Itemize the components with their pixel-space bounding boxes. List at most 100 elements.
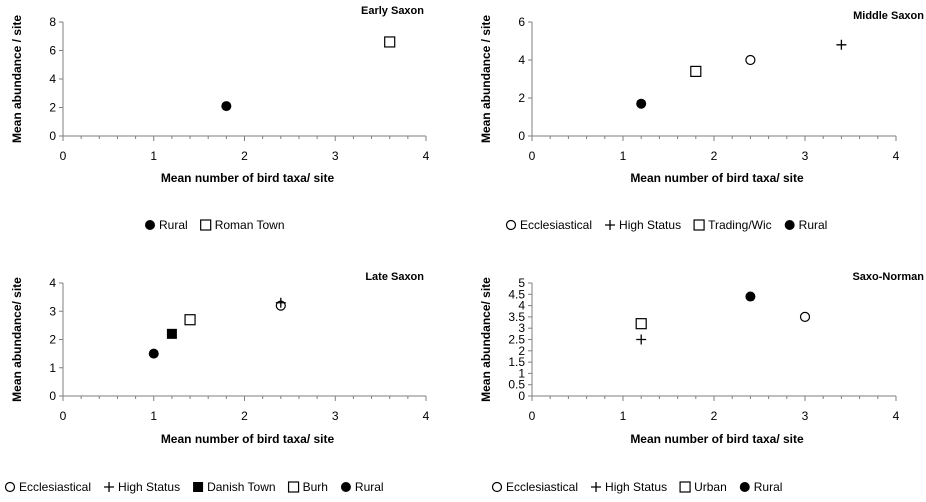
x-tick-label: 3 xyxy=(802,409,809,423)
x-tick-label: 3 xyxy=(332,409,339,423)
x-tick-label: 0 xyxy=(529,149,536,163)
chart-title: Early Saxon xyxy=(361,5,424,17)
legend: Ecclesiastical High Status Trading/Wic Rura… xyxy=(505,218,828,232)
legend-marker xyxy=(340,482,351,492)
legend-marker xyxy=(739,482,750,492)
y-tick-label: 0 xyxy=(518,389,525,403)
chart-title: Middle Saxon xyxy=(853,10,924,22)
data-point-rural xyxy=(636,98,647,109)
legend-marker xyxy=(104,482,115,492)
data-point-ecclesiastical xyxy=(799,311,811,322)
x-tick-label: 4 xyxy=(893,409,900,423)
legend-marker xyxy=(145,220,155,230)
x-tick-label: 4 xyxy=(423,149,430,163)
x-tick-label: 4 xyxy=(893,149,900,163)
y-tick-label: 0.5 xyxy=(508,378,525,392)
y-axis-title: Mean abundance/ site xyxy=(10,277,24,402)
legend-marker xyxy=(679,481,691,493)
y-tick-label: 2 xyxy=(49,101,56,115)
chart-panel-1: 0 2 4 6 8 0 1 2 3 4 Early Saxon Mean number of bird… xyxy=(10,5,430,232)
x-tick-label: 2 xyxy=(241,149,248,163)
legend-marker xyxy=(505,219,517,231)
data-point-rural xyxy=(148,348,159,359)
y-tick-label: 0 xyxy=(518,129,525,143)
data-point-high-status xyxy=(275,297,286,308)
legend-marker xyxy=(193,482,204,492)
y-tick-label: 4.5 xyxy=(508,287,525,301)
x-axis-title: Mean number of bird taxa/ site xyxy=(630,171,804,185)
y-tick-label: 4 xyxy=(49,276,56,290)
x-axis-title: Mean number of bird taxa/ site xyxy=(161,171,335,185)
legend-label: Rural xyxy=(799,218,828,232)
legend-label: Urban xyxy=(694,480,727,494)
legend-marker xyxy=(693,219,705,231)
legend-marker xyxy=(491,481,503,493)
legend-marker xyxy=(287,481,300,493)
x-axis-title: Mean number of bird taxa/ site xyxy=(161,432,335,446)
data-point-high-status xyxy=(836,39,847,50)
x-tick-label: 4 xyxy=(423,409,430,423)
y-tick-label: 3 xyxy=(518,321,525,335)
x-tick-label: 3 xyxy=(802,149,809,163)
chart-title: Saxo-Norman xyxy=(852,271,924,283)
y-tick-label: 2 xyxy=(518,344,525,358)
y-axis-title: Mean abundance / site xyxy=(10,15,24,143)
y-tick-label: 3 xyxy=(49,304,56,318)
data-point-high-status xyxy=(636,334,647,345)
x-axis-title: Mean number of bird taxa/ site xyxy=(630,432,804,446)
x-tick-label: 1 xyxy=(150,149,157,163)
legend-label: Roman Town xyxy=(215,218,285,232)
legend-label: Ecclesiastical xyxy=(520,218,592,232)
x-tick-label: 3 xyxy=(332,149,339,163)
legend-marker xyxy=(4,481,16,493)
legend-label: Burh xyxy=(303,480,328,494)
y-axis-title: Mean abundance/ site xyxy=(479,277,493,402)
y-tick-label: 4 xyxy=(518,53,525,67)
y-tick-label: 6 xyxy=(49,44,56,58)
y-tick-label: 2 xyxy=(49,333,56,347)
y-tick-label: 2.5 xyxy=(508,333,525,347)
legend-marker xyxy=(784,220,795,230)
x-tick-label: 2 xyxy=(711,409,718,423)
y-tick-label: 8 xyxy=(49,15,56,29)
chart-panel-4: 00.511.522.533.544.550 1 2 3 4Saxo-NormanMea… xyxy=(479,271,924,494)
legend-label: High Status xyxy=(605,480,667,494)
legend: Rural Roman Town xyxy=(145,218,285,232)
legend-label: Rural xyxy=(754,480,783,494)
legend-label: Ecclesiastical xyxy=(506,480,578,494)
data-point-urban xyxy=(635,318,647,330)
x-tick-label: 2 xyxy=(711,149,718,163)
chart-title: Late Saxon xyxy=(365,271,424,283)
legend-label: Ecclesiastical xyxy=(19,480,91,494)
y-tick-label: 0 xyxy=(49,389,56,403)
y-tick-label: 4 xyxy=(49,72,56,86)
chart-panel-2: 0 2 4 6 0 1 2 3 4 Middle Saxon Mean number of bird… xyxy=(479,10,924,232)
data-point-roman-town xyxy=(384,36,396,48)
legend-label: High Status xyxy=(118,480,180,494)
data-point-rural xyxy=(745,291,756,302)
data-point-ecclesiastical xyxy=(745,54,756,66)
legend-marker xyxy=(200,219,212,231)
x-tick-label: 1 xyxy=(150,409,157,423)
legend: Ecclesiastical High Status Danish Town Burh… xyxy=(4,480,384,494)
y-axis-title: Mean abundance / site xyxy=(479,15,493,143)
y-tick-label: 3.5 xyxy=(508,310,525,324)
data-point-rural xyxy=(221,101,232,112)
legend: Ecclesiastical High Status Urban Rural xyxy=(491,480,783,494)
y-tick-label: 1 xyxy=(49,361,56,375)
x-tick-label: 1 xyxy=(620,409,627,423)
data-point-burh xyxy=(184,314,196,326)
x-tick-label: 0 xyxy=(529,409,536,423)
chart-panel-3: 0 1 2 3 4 0 1 2 3 4 Late Saxon Mean number of bird … xyxy=(4,271,430,494)
y-tick-label: 1 xyxy=(518,366,525,380)
legend-label: Danish Town xyxy=(207,480,275,494)
legend-label: High Status xyxy=(619,218,681,232)
y-tick-label: 1.5 xyxy=(508,355,525,369)
x-tick-label: 0 xyxy=(60,409,67,423)
legend-label: Rural xyxy=(355,480,384,494)
legend-label: Trading/Wic xyxy=(708,218,772,232)
y-tick-label: 5 xyxy=(518,276,525,290)
x-tick-label: 2 xyxy=(241,409,248,423)
legend-marker xyxy=(605,220,616,230)
